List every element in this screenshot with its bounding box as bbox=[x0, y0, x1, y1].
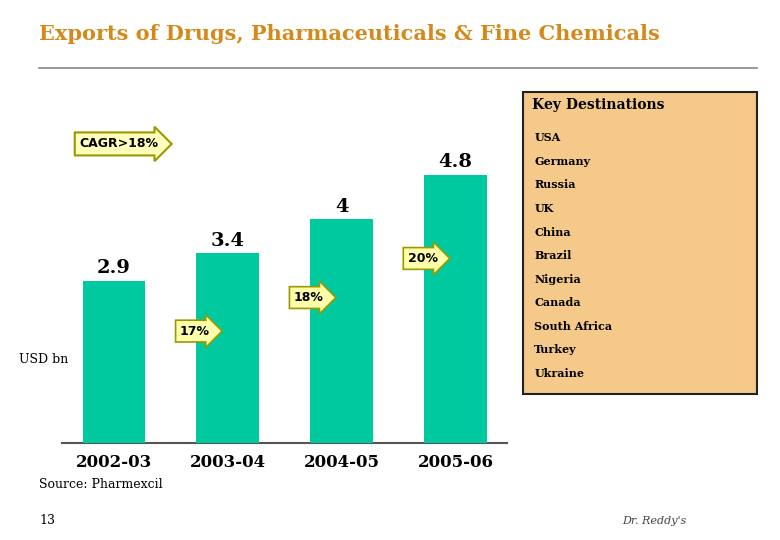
Text: Germany: Germany bbox=[534, 156, 590, 167]
Text: Brazil: Brazil bbox=[534, 250, 572, 261]
Bar bbox=[197, 253, 259, 443]
Text: 4: 4 bbox=[335, 198, 349, 216]
Text: 3.4: 3.4 bbox=[211, 232, 245, 249]
Bar bbox=[424, 174, 487, 443]
Bar bbox=[310, 219, 373, 443]
Text: 20%: 20% bbox=[408, 252, 438, 265]
Bar bbox=[83, 281, 145, 443]
Text: USD bn: USD bn bbox=[19, 353, 68, 366]
Text: UK: UK bbox=[534, 203, 554, 214]
Text: CAGR>18%: CAGR>18% bbox=[80, 138, 159, 151]
Text: Canada: Canada bbox=[534, 297, 581, 308]
Text: 18%: 18% bbox=[294, 291, 324, 304]
Text: Exports of Drugs, Pharmaceuticals & Fine Chemicals: Exports of Drugs, Pharmaceuticals & Fine… bbox=[39, 24, 660, 44]
Text: USA: USA bbox=[534, 132, 561, 143]
Text: Source: Pharmexcil: Source: Pharmexcil bbox=[39, 478, 162, 491]
Text: Russia: Russia bbox=[534, 179, 576, 191]
Text: Turkey: Turkey bbox=[534, 345, 577, 355]
Text: China: China bbox=[534, 227, 571, 238]
Text: Nigeria: Nigeria bbox=[534, 274, 581, 285]
Text: South Africa: South Africa bbox=[534, 321, 612, 332]
Text: 13: 13 bbox=[39, 514, 55, 526]
Text: 2.9: 2.9 bbox=[97, 259, 131, 278]
Text: 17%: 17% bbox=[180, 325, 210, 338]
Text: 4.8: 4.8 bbox=[438, 153, 473, 171]
Text: Dr. Reddy's: Dr. Reddy's bbox=[622, 516, 686, 526]
Text: Ukraine: Ukraine bbox=[534, 368, 584, 379]
Text: Key Destinations: Key Destinations bbox=[532, 98, 665, 112]
